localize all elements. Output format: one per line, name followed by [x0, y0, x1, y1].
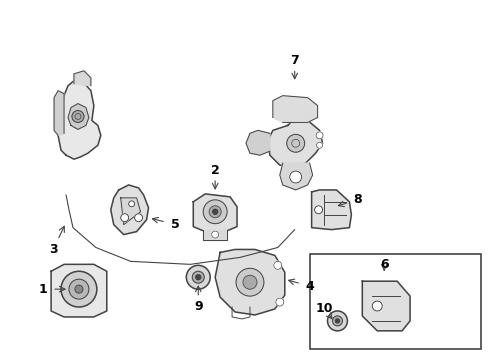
Polygon shape: [193, 194, 237, 231]
Circle shape: [135, 214, 143, 222]
Text: 5: 5: [171, 218, 180, 231]
Circle shape: [209, 206, 221, 218]
Circle shape: [317, 142, 322, 148]
Polygon shape: [121, 198, 141, 225]
Polygon shape: [111, 185, 148, 235]
Polygon shape: [58, 81, 101, 159]
Circle shape: [213, 209, 218, 214]
Polygon shape: [362, 281, 410, 331]
Circle shape: [315, 206, 322, 214]
Circle shape: [236, 268, 264, 296]
Text: 9: 9: [194, 300, 202, 312]
Circle shape: [196, 275, 201, 280]
Text: 6: 6: [380, 258, 389, 271]
Polygon shape: [268, 117, 322, 167]
Text: 4: 4: [305, 280, 314, 293]
Polygon shape: [203, 230, 227, 239]
Polygon shape: [68, 104, 89, 129]
Circle shape: [274, 261, 282, 269]
Polygon shape: [54, 91, 64, 135]
Polygon shape: [215, 249, 285, 315]
Text: 2: 2: [211, 163, 220, 176]
Circle shape: [276, 298, 284, 306]
Circle shape: [61, 271, 97, 307]
Circle shape: [333, 316, 343, 326]
Circle shape: [372, 301, 382, 311]
Polygon shape: [280, 163, 313, 190]
Circle shape: [121, 214, 129, 222]
Circle shape: [243, 275, 257, 289]
Circle shape: [336, 319, 340, 323]
Polygon shape: [74, 71, 91, 86]
Circle shape: [203, 200, 227, 224]
Circle shape: [290, 171, 302, 183]
Circle shape: [327, 311, 347, 331]
Polygon shape: [246, 130, 270, 155]
Circle shape: [212, 231, 219, 238]
Text: 1: 1: [39, 283, 48, 296]
Circle shape: [316, 132, 323, 139]
Circle shape: [75, 285, 83, 293]
Text: 3: 3: [49, 243, 57, 256]
Bar: [310, 255, 481, 349]
Text: 8: 8: [353, 193, 362, 206]
Polygon shape: [312, 190, 351, 230]
Circle shape: [129, 201, 135, 207]
Circle shape: [287, 134, 305, 152]
Text: 10: 10: [316, 302, 333, 315]
Text: 7: 7: [291, 54, 299, 67]
Polygon shape: [273, 96, 318, 122]
Circle shape: [72, 111, 84, 122]
Polygon shape: [51, 264, 107, 317]
Circle shape: [69, 279, 89, 299]
Circle shape: [186, 265, 210, 289]
Circle shape: [192, 271, 204, 283]
